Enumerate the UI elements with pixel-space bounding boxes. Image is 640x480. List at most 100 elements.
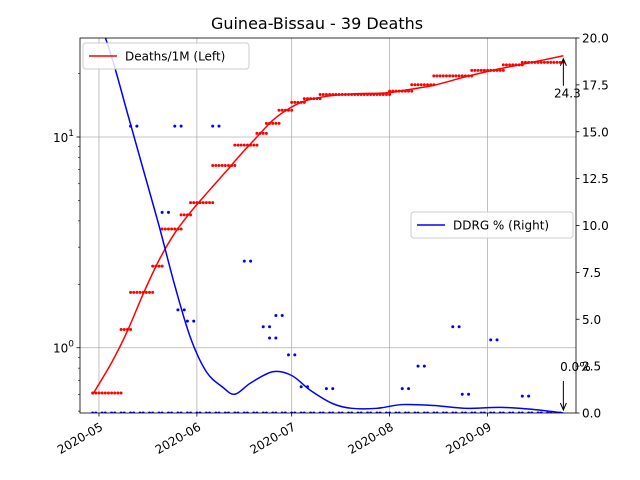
data-point — [435, 74, 439, 78]
data-point — [233, 164, 237, 168]
data-point — [182, 308, 186, 312]
data-point — [416, 364, 420, 368]
series-line — [104, 38, 564, 413]
data-point — [520, 60, 524, 64]
data-point — [290, 108, 294, 112]
data-point — [166, 210, 170, 214]
data-point — [274, 121, 278, 125]
data-point — [233, 143, 237, 147]
data-point — [271, 121, 275, 125]
data-point — [148, 290, 152, 294]
data-point — [119, 328, 123, 332]
data-point — [138, 290, 142, 294]
data-point — [293, 100, 297, 104]
data-point — [204, 201, 208, 205]
data-point — [457, 325, 461, 329]
data-point — [223, 164, 227, 168]
data-point — [179, 227, 183, 231]
data-layer — [91, 38, 565, 413]
data-point — [182, 213, 186, 217]
data-point — [192, 201, 196, 205]
legend-box — [82, 42, 250, 70]
data-point — [170, 227, 174, 231]
data-point — [482, 68, 486, 72]
data-point — [438, 74, 442, 78]
data-point — [129, 290, 133, 294]
y-right-tick-label: 0.0 — [582, 407, 601, 421]
data-point — [249, 259, 253, 263]
data-point — [321, 93, 325, 97]
data-point — [479, 68, 483, 72]
annotation-label: 0.0% — [560, 360, 591, 374]
data-point — [261, 325, 265, 329]
data-point — [179, 213, 183, 217]
y-right-tick-label: 2.5 — [582, 360, 601, 374]
data-point — [217, 164, 221, 168]
data-point — [451, 74, 455, 78]
data-point — [444, 74, 448, 78]
data-point — [287, 353, 291, 357]
legend-box — [410, 211, 574, 239]
data-point — [239, 143, 243, 147]
data-point — [549, 60, 553, 64]
x-tick-label: 2020-05 — [55, 420, 105, 457]
data-point — [173, 227, 177, 231]
data-point — [113, 391, 117, 395]
y-left-tick-label: 100 — [53, 340, 74, 356]
data-point — [100, 391, 104, 395]
data-point — [476, 68, 480, 72]
data-point — [166, 227, 170, 231]
data-point — [255, 143, 259, 147]
data-point — [318, 93, 322, 97]
data-point — [495, 338, 499, 342]
data-point — [160, 227, 164, 231]
data-point — [264, 121, 268, 125]
data-point — [448, 74, 452, 78]
left-axis: 100 101 — [53, 73, 576, 412]
data-point — [201, 201, 205, 205]
annotations: 24.3 0.0% — [554, 57, 591, 412]
plot-area: 2020-05 2020-06 2020-07 2020-08 2020-0910010… — [53, 32, 609, 457]
data-point — [457, 74, 461, 78]
legend-0: Deaths/1M (Left) — [82, 42, 250, 70]
data-point — [217, 124, 221, 128]
data-point — [473, 68, 477, 72]
plot-frame — [79, 37, 577, 414]
data-point — [520, 394, 524, 398]
data-point — [160, 210, 164, 214]
data-point — [280, 314, 284, 317]
data-point — [426, 83, 430, 87]
data-point — [242, 143, 246, 147]
data-point — [122, 328, 126, 332]
data-point — [460, 392, 464, 396]
data-point — [119, 391, 123, 395]
data-point — [97, 391, 101, 395]
data-point — [135, 124, 139, 128]
right-axis: 0.0 2.5 5.0 7.5 10.0 12.5 15.0 17.5 20.0 — [576, 32, 609, 421]
data-point — [211, 124, 215, 128]
data-point — [144, 290, 148, 294]
data-point — [422, 83, 426, 87]
data-point — [381, 93, 385, 97]
data-point — [324, 93, 328, 97]
x-tick-label: 2020-09 — [443, 420, 493, 457]
data-point — [410, 89, 414, 93]
legend-label: DDRG % (Right) — [453, 219, 549, 233]
data-point — [277, 121, 281, 125]
data-point — [103, 391, 107, 395]
data-point — [290, 100, 294, 104]
series-line — [91, 55, 564, 395]
annotation-arrowhead — [559, 57, 567, 66]
data-point — [467, 392, 471, 396]
data-point — [211, 164, 215, 168]
data-point — [546, 60, 550, 64]
y-right-tick-label: 12.5 — [582, 172, 609, 186]
annotation-label: 24.3 — [554, 87, 581, 101]
data-point — [94, 391, 98, 395]
legend-1: DDRG % (Right) — [410, 211, 574, 239]
data-point — [504, 63, 508, 67]
data-point — [135, 290, 139, 294]
data-point — [501, 68, 505, 72]
data-point — [508, 63, 512, 67]
data-point — [331, 387, 335, 391]
